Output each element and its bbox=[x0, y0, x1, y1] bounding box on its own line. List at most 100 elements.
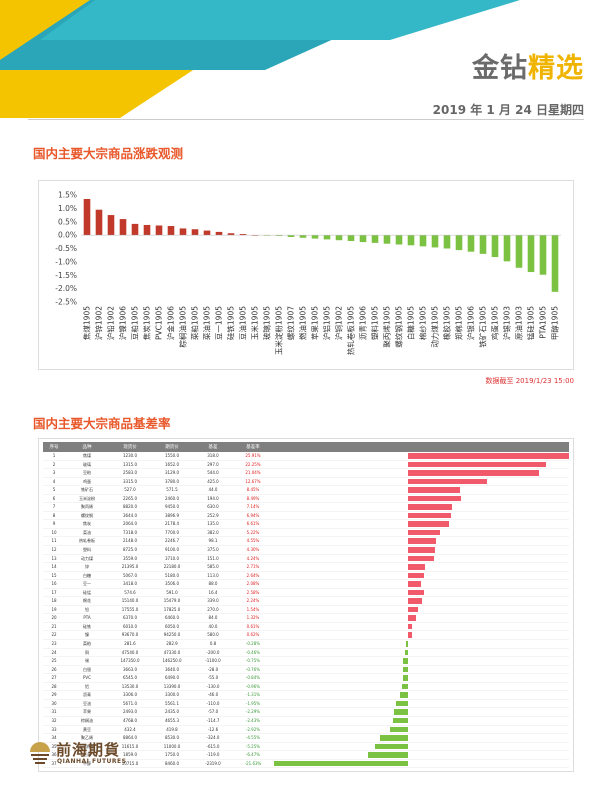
x-tick-label: 苹果1905 bbox=[310, 306, 320, 340]
chart-bar bbox=[215, 231, 223, 236]
row-futures-price: 3300.0 bbox=[151, 690, 193, 700]
row-futures-price: 6460.0 bbox=[151, 613, 193, 623]
row-product: PTA bbox=[65, 613, 109, 623]
row-basis-rate: -21.63% bbox=[233, 759, 273, 769]
row-index: 15 bbox=[43, 571, 65, 581]
row-basis-rate: -0.96% bbox=[233, 682, 273, 692]
chart-bar bbox=[179, 228, 187, 236]
row-bar-cell bbox=[273, 648, 569, 658]
row-bar-cell bbox=[273, 682, 569, 692]
x-tick-label: 菜油1905 bbox=[202, 306, 212, 340]
row-bar-cell bbox=[273, 571, 569, 581]
basis-rate-bar bbox=[407, 606, 418, 613]
row-spot-price: 5067.0 bbox=[109, 571, 151, 581]
row-futures-price: 47330.0 bbox=[151, 648, 193, 658]
row-bar-cell bbox=[273, 725, 569, 735]
chart-bar bbox=[227, 233, 235, 236]
x-tick-label: 螺纹钢1905 bbox=[394, 306, 404, 348]
row-bar-cell bbox=[273, 630, 569, 641]
row-futures-price: 2246.7 bbox=[151, 536, 193, 546]
basis-rate-table: 序号 品种 现货价 期货价 基差 基差率 1 焦煤 1230.0 1550.0 318.… bbox=[43, 442, 569, 769]
row-bar-cell bbox=[273, 613, 569, 623]
row-basis: 16.4 bbox=[193, 588, 233, 598]
row-product: 豆粕 bbox=[65, 468, 109, 478]
row-product: 苹果 bbox=[65, 707, 109, 717]
basis-rate-bar bbox=[407, 529, 441, 536]
row-index: 35 bbox=[43, 742, 65, 752]
row-bar-cell bbox=[273, 588, 569, 598]
row-bar-cell bbox=[273, 605, 569, 615]
row-index: 6 bbox=[43, 494, 65, 504]
row-basis: 630.0 bbox=[193, 502, 233, 512]
col-header-basis-rate: 基差率 bbox=[233, 442, 273, 452]
row-product: 焦炭 bbox=[65, 519, 109, 529]
report-date: 2019 年 1 月 24 日星期四 bbox=[432, 103, 584, 117]
row-basis-rate: 4.55% bbox=[233, 536, 273, 546]
row-futures-price: 5180.0 bbox=[151, 571, 193, 581]
table-row: 9 焦炭 2064.0 2178.4 135.0 6.61% bbox=[43, 519, 569, 529]
row-basis: 318.0 bbox=[193, 452, 233, 461]
x-tick-label: 棉纱1905 bbox=[418, 306, 428, 340]
row-index: 29 bbox=[43, 690, 65, 700]
col-header-index: 序号 bbox=[43, 442, 65, 452]
row-index: 32 bbox=[43, 716, 65, 726]
row-basis: -57.0 bbox=[193, 707, 233, 717]
row-bar-cell bbox=[273, 716, 569, 726]
brand-title: 金钻精选 bbox=[472, 46, 584, 85]
row-basis-rate: 22.25% bbox=[233, 460, 273, 470]
row-spot-price: 2493.0 bbox=[109, 707, 151, 717]
row-futures-price: 4655.3 bbox=[151, 716, 193, 726]
basis-rate-bar bbox=[389, 726, 408, 732]
row-product: 聚丙烯 bbox=[65, 502, 109, 512]
row-basis-rate: -4.55% bbox=[233, 733, 273, 743]
basis-rate-bar bbox=[407, 589, 424, 596]
row-basis: -615.0 bbox=[193, 742, 233, 752]
row-product: 沥青 bbox=[65, 690, 109, 700]
row-spot-price: 8725.0 bbox=[109, 545, 151, 555]
row-futures-price: 9100.0 bbox=[151, 545, 193, 555]
row-futures-price: 9450.0 bbox=[151, 502, 193, 512]
x-tick-label: 豆一1905 bbox=[215, 306, 224, 340]
row-spot-price: 10715.0 bbox=[109, 759, 151, 769]
row-index: 26 bbox=[43, 665, 65, 675]
row-spot-price: 432.4 bbox=[109, 725, 151, 735]
table-row: 35 天然橡胶 11615.0 11000.0 -615.0 -5.25% bbox=[43, 742, 569, 752]
row-product: 菜粕 bbox=[65, 639, 109, 649]
row-basis-rate: -2.43% bbox=[233, 716, 273, 726]
row-basis-rate: 4.30% bbox=[233, 545, 273, 555]
basis-rate-bar bbox=[395, 700, 408, 707]
basis-rate-bar bbox=[403, 658, 408, 664]
row-basis-rate: -1.95% bbox=[233, 699, 273, 709]
row-basis: 252.9 bbox=[193, 511, 233, 521]
row-basis-rate: 2.08% bbox=[233, 579, 273, 589]
x-tick-label: 铁矿石1905 bbox=[478, 306, 488, 348]
chart-bar bbox=[359, 235, 367, 243]
row-basis-rate: 0.62% bbox=[233, 630, 273, 641]
chart-bar bbox=[431, 235, 439, 248]
table-row: 15 白糖 5067.0 5180.0 113.0 2.64% bbox=[43, 571, 569, 581]
row-basis: 88.0 bbox=[193, 579, 233, 589]
row-basis-rate: -2.29% bbox=[233, 707, 273, 717]
row-bar-cell bbox=[273, 579, 569, 589]
row-futures-price: 3780.0 bbox=[151, 477, 193, 487]
basis-rate-bar bbox=[393, 709, 408, 715]
row-basis: -12.6 bbox=[193, 725, 233, 735]
basis-rate-bar bbox=[273, 760, 408, 767]
row-bar-cell bbox=[273, 528, 569, 538]
basis-rate-bar bbox=[407, 632, 412, 638]
chart-bar bbox=[551, 235, 559, 292]
banner-graphic bbox=[0, 0, 520, 118]
table-row: 37 甲醇 10715.0 8460.0 -2319.0 -21.63% bbox=[43, 759, 569, 769]
row-futures-price: 3896.9 bbox=[151, 511, 193, 521]
y-tick-label: 0.5% bbox=[58, 217, 77, 226]
row-index: 1 bbox=[43, 452, 65, 461]
price-change-chart-panel: 1.5% 1.0% 0.5% 0.0% -0.5% -1.0% -1.5% -2.0% -2.5… bbox=[38, 180, 574, 370]
chart-bar bbox=[479, 235, 487, 254]
basis-rate-bar bbox=[407, 478, 487, 485]
row-index: 24 bbox=[43, 648, 65, 658]
table-row: 1 焦煤 1230.0 1550.0 318.0 25.91% bbox=[43, 452, 569, 461]
row-futures-price: 2460.0 bbox=[151, 494, 193, 504]
row-product: 镍 bbox=[65, 630, 109, 641]
row-basis: 382.0 bbox=[193, 528, 233, 538]
y-tick-label: 1.0% bbox=[58, 204, 77, 213]
